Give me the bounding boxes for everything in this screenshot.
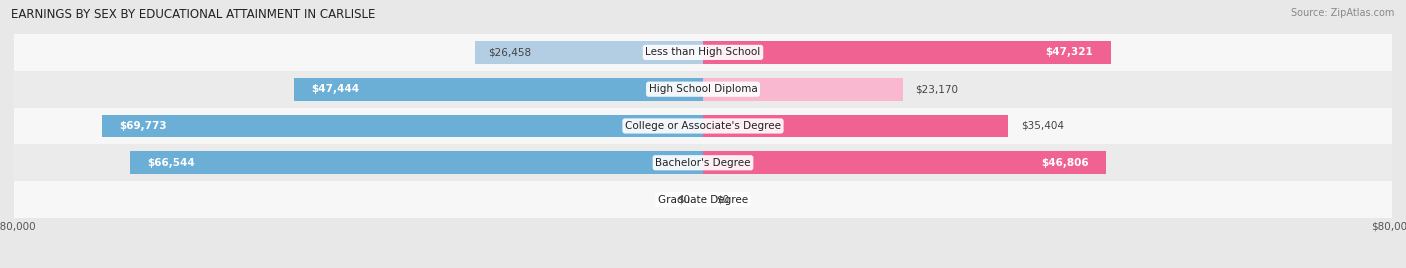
- Bar: [14, 181, 1392, 218]
- Text: Bachelor's Degree: Bachelor's Degree: [655, 158, 751, 168]
- Text: Source: ZipAtlas.com: Source: ZipAtlas.com: [1291, 8, 1395, 18]
- Bar: [103, 114, 703, 137]
- Bar: [14, 144, 1392, 181]
- Text: $46,806: $46,806: [1042, 158, 1088, 168]
- Text: High School Diploma: High School Diploma: [648, 84, 758, 94]
- Text: EARNINGS BY SEX BY EDUCATIONAL ATTAINMENT IN CARLISLE: EARNINGS BY SEX BY EDUCATIONAL ATTAINMEN…: [11, 8, 375, 21]
- Bar: [294, 78, 703, 100]
- Bar: [14, 71, 1392, 107]
- Text: $47,321: $47,321: [1046, 47, 1094, 57]
- Text: $69,773: $69,773: [120, 121, 167, 131]
- Text: Less than High School: Less than High School: [645, 47, 761, 57]
- Bar: [129, 151, 703, 174]
- Bar: [475, 41, 703, 64]
- Bar: [703, 78, 903, 100]
- Text: $35,404: $35,404: [1021, 121, 1064, 131]
- Text: $66,544: $66,544: [148, 158, 195, 168]
- Text: $47,444: $47,444: [312, 84, 360, 94]
- Text: Graduate Degree: Graduate Degree: [658, 195, 748, 204]
- Text: $0: $0: [716, 195, 730, 204]
- Bar: [703, 151, 1107, 174]
- Bar: [14, 34, 1392, 71]
- Bar: [14, 107, 1392, 144]
- Bar: [703, 41, 1111, 64]
- Text: $0: $0: [676, 195, 690, 204]
- Text: $23,170: $23,170: [915, 84, 959, 94]
- Text: College or Associate's Degree: College or Associate's Degree: [626, 121, 780, 131]
- Text: $26,458: $26,458: [488, 47, 531, 57]
- Bar: [703, 114, 1008, 137]
